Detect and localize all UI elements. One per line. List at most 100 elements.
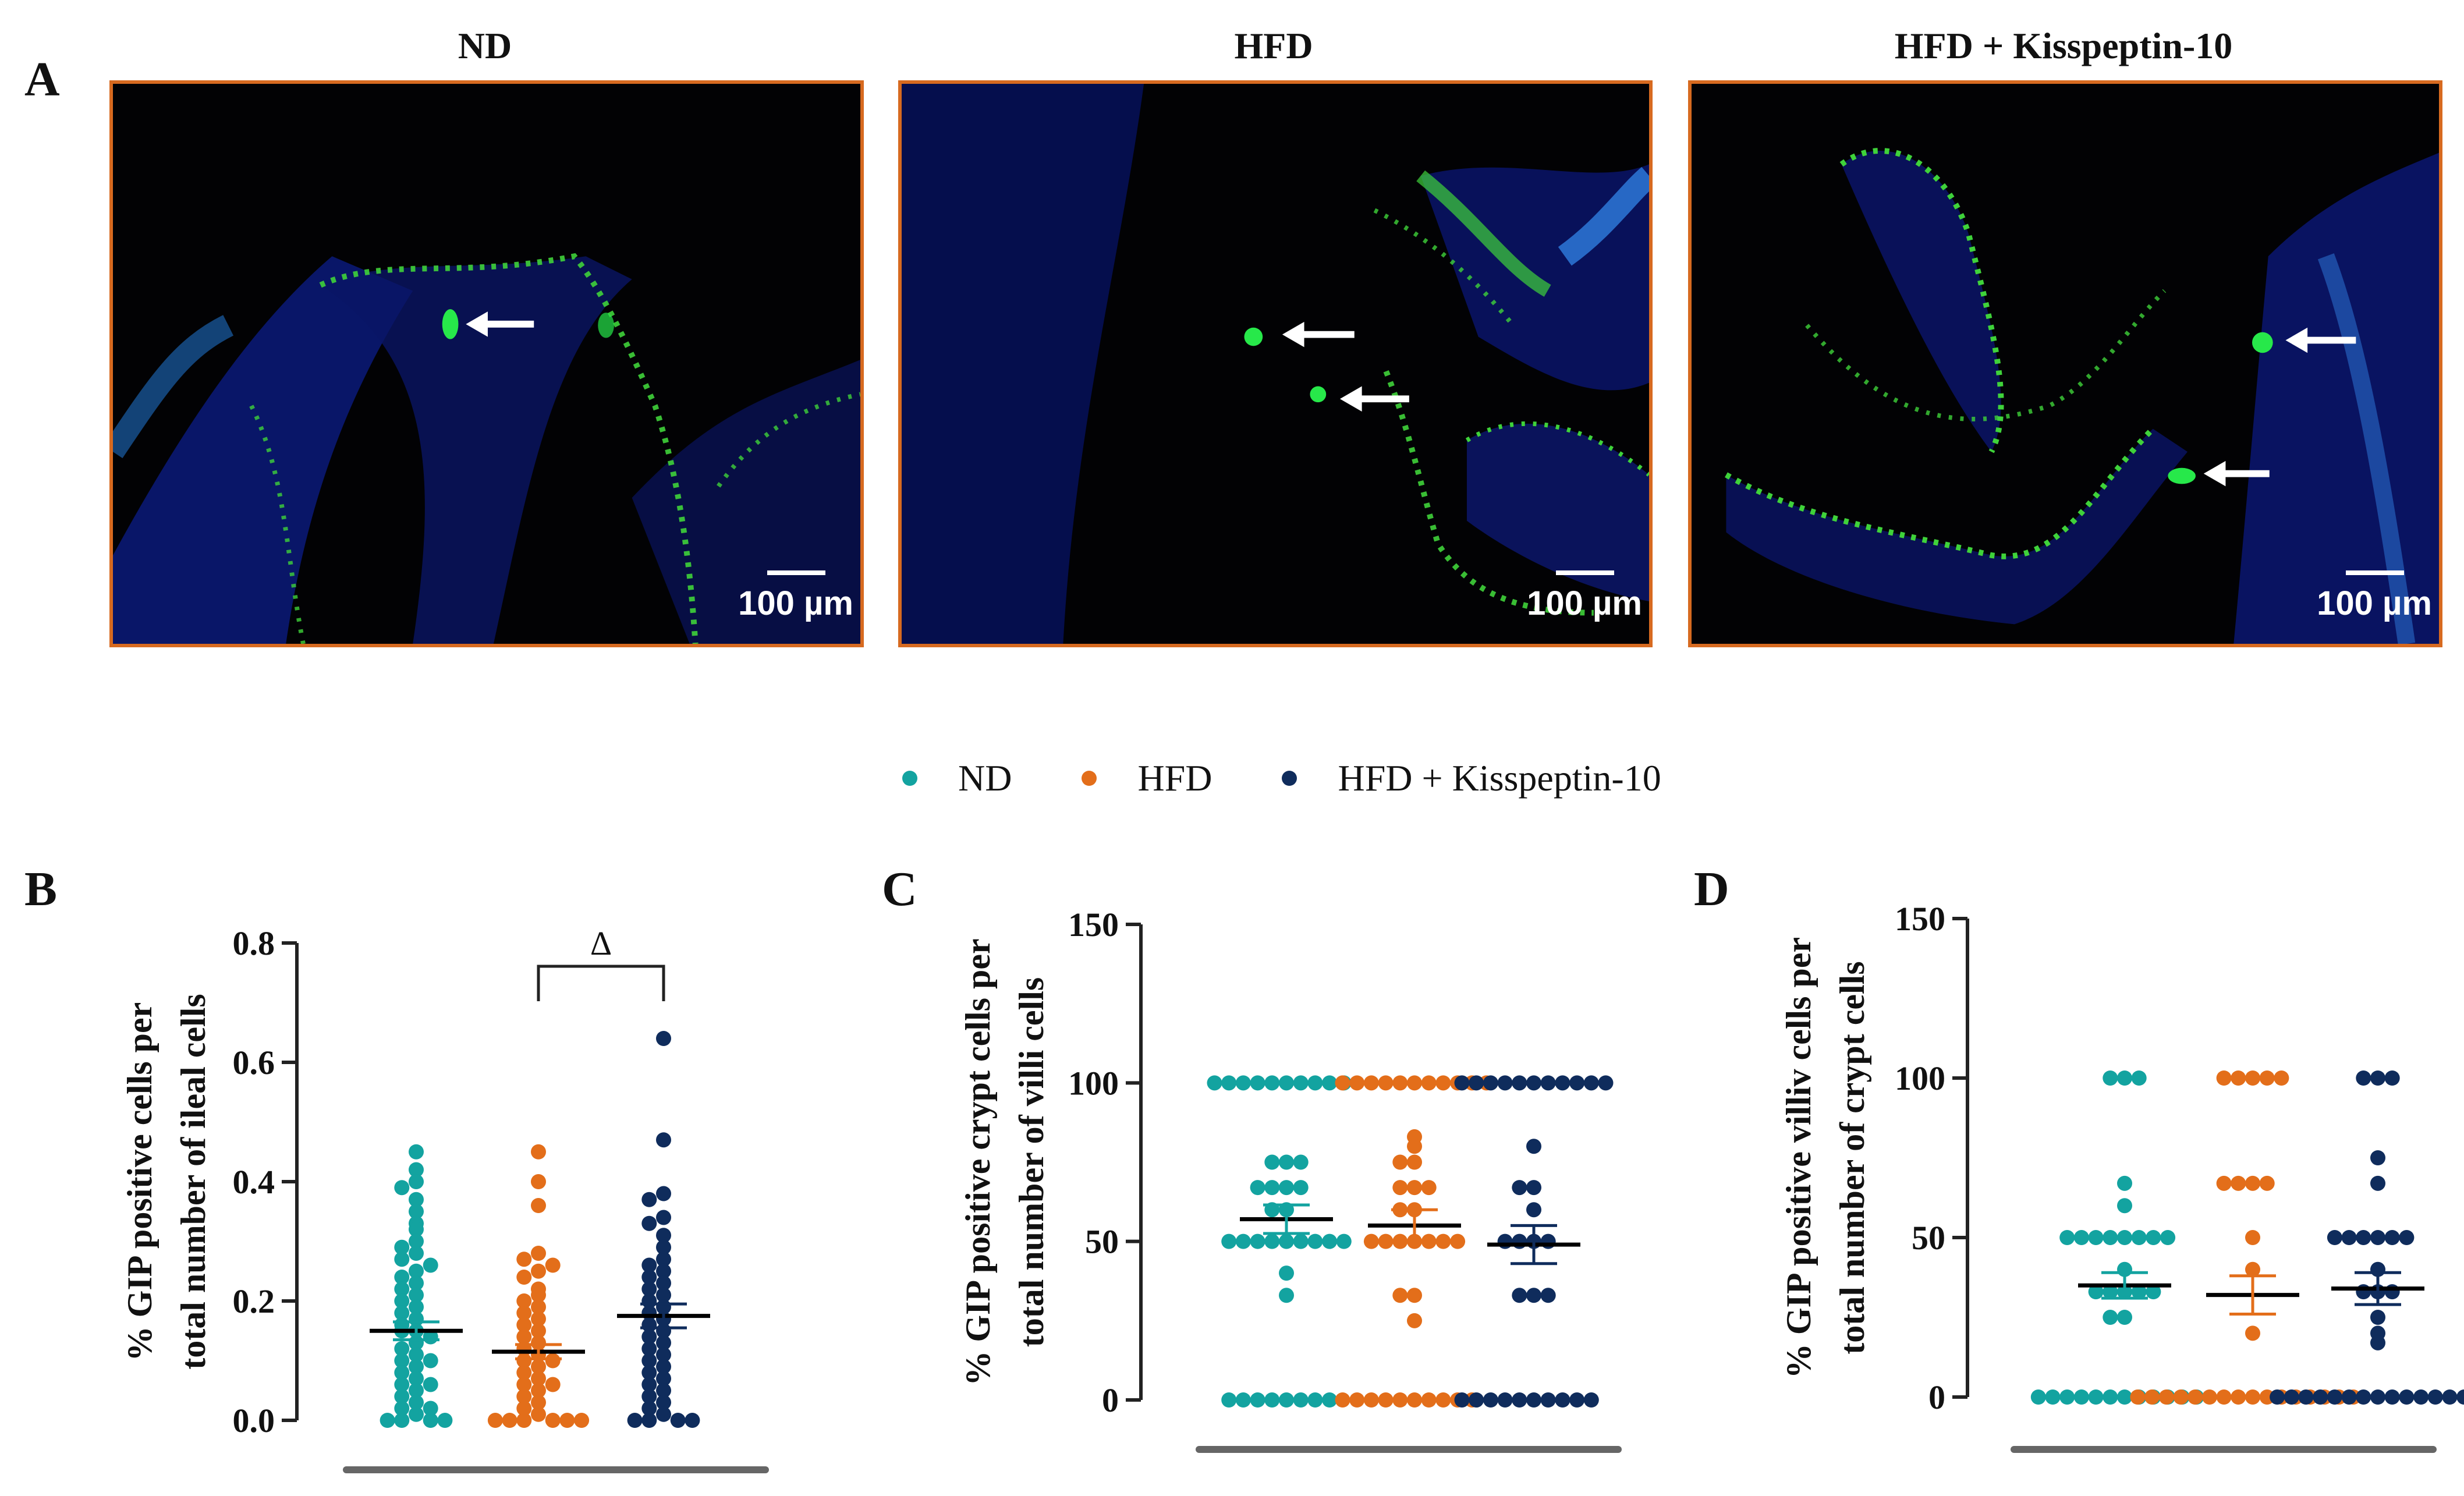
data-point [1483, 1392, 1498, 1408]
data-point [1279, 1075, 1294, 1091]
data-point [409, 1395, 424, 1410]
panel-a-letter: A [24, 52, 60, 107]
legend-item-nd: ND [902, 757, 1012, 800]
data-point [531, 1144, 546, 1160]
data-point [656, 1228, 671, 1243]
y-axis-label: % GIP positive cells per [120, 1002, 159, 1362]
data-point [2131, 1284, 2147, 1300]
data-point [656, 1132, 671, 1148]
data-point [1407, 1075, 1422, 1091]
data-point [2370, 1150, 2385, 1165]
data-point [1293, 1233, 1309, 1249]
data-point [545, 1413, 561, 1428]
data-point [394, 1401, 410, 1416]
data-point [409, 1287, 424, 1303]
data-point [2341, 1230, 2357, 1245]
data-point [1454, 1392, 1470, 1408]
micrograph-hfd-kisspeptin: 100 µm [1688, 80, 2442, 647]
data-point [1349, 1392, 1365, 1408]
data-point [531, 1174, 546, 1189]
data-point [516, 1252, 532, 1267]
data-point [1363, 1392, 1379, 1408]
data-point [2356, 1284, 2371, 1300]
data-point [2059, 1230, 2075, 1245]
data-point [409, 1359, 424, 1374]
data-point [2231, 1389, 2246, 1405]
data-point [574, 1413, 590, 1428]
data-point [670, 1413, 686, 1428]
data-point [516, 1389, 532, 1404]
data-point [545, 1257, 561, 1273]
data-point [656, 1371, 671, 1387]
data-point [641, 1270, 657, 1285]
data-point [409, 1222, 424, 1237]
data-point [380, 1413, 395, 1428]
data-point [2131, 1070, 2147, 1086]
data-point [2384, 1230, 2400, 1245]
data-point [2442, 1389, 2458, 1405]
data-point [2160, 1230, 2176, 1245]
data-point [1293, 1180, 1309, 1196]
data-point [1363, 1075, 1379, 1091]
data-point [2456, 1389, 2464, 1405]
y-axis-label: total number of ileal cells [174, 994, 212, 1369]
scale-bar [2346, 570, 2404, 575]
data-point [516, 1305, 532, 1321]
data-point [1497, 1392, 1513, 1408]
data-point [656, 1406, 671, 1422]
legend-dot-icon [1082, 771, 1097, 786]
panel-letter: C [882, 862, 917, 916]
data-point [2146, 1230, 2161, 1245]
data-point [545, 1353, 561, 1369]
data-point [409, 1347, 424, 1363]
data-point [409, 1406, 424, 1422]
data-point [394, 1377, 410, 1392]
scale-label: 100 µm [738, 584, 853, 622]
data-point [531, 1299, 546, 1315]
data-point [641, 1353, 657, 1369]
data-point [641, 1329, 657, 1345]
data-point [394, 1252, 410, 1267]
y-tick-label: 100 [1068, 1064, 1119, 1102]
data-point [1526, 1288, 1541, 1303]
data-point [409, 1192, 424, 1207]
data-point [1450, 1233, 1466, 1249]
data-point [1421, 1392, 1437, 1408]
data-point [1407, 1288, 1422, 1303]
scale-bar [767, 570, 825, 575]
data-point [2399, 1389, 2415, 1405]
scale-bar [1556, 570, 1614, 575]
data-point [2030, 1389, 2046, 1405]
data-point [1264, 1392, 1280, 1408]
data-point [409, 1382, 424, 1398]
data-point [1512, 1233, 1527, 1249]
data-point [1407, 1392, 1422, 1408]
data-point [2356, 1070, 2371, 1086]
data-point [2370, 1310, 2385, 1325]
data-point [2117, 1198, 2132, 1214]
data-point [2131, 1230, 2147, 1245]
data-point [423, 1257, 438, 1273]
data-point [2327, 1389, 2342, 1405]
data-point [1497, 1233, 1513, 1249]
data-point [2384, 1284, 2400, 1300]
data-point [394, 1365, 410, 1380]
data-point [1407, 1313, 1422, 1328]
data-point [1235, 1392, 1251, 1408]
data-point [2088, 1230, 2104, 1245]
data-point [685, 1413, 700, 1428]
data-point [1279, 1154, 1294, 1170]
data-point [1407, 1139, 1422, 1154]
data-point [656, 1186, 671, 1201]
data-point [409, 1144, 424, 1160]
data-point [559, 1413, 575, 1428]
data-point [394, 1305, 410, 1321]
data-point [516, 1317, 532, 1332]
data-point [1512, 1075, 1527, 1091]
data-point [1279, 1265, 1294, 1281]
data-point [1264, 1075, 1280, 1091]
data-point [531, 1287, 546, 1303]
y-tick-label: 0.4 [233, 1163, 275, 1201]
y-tick-label: 0 [1102, 1381, 1119, 1419]
